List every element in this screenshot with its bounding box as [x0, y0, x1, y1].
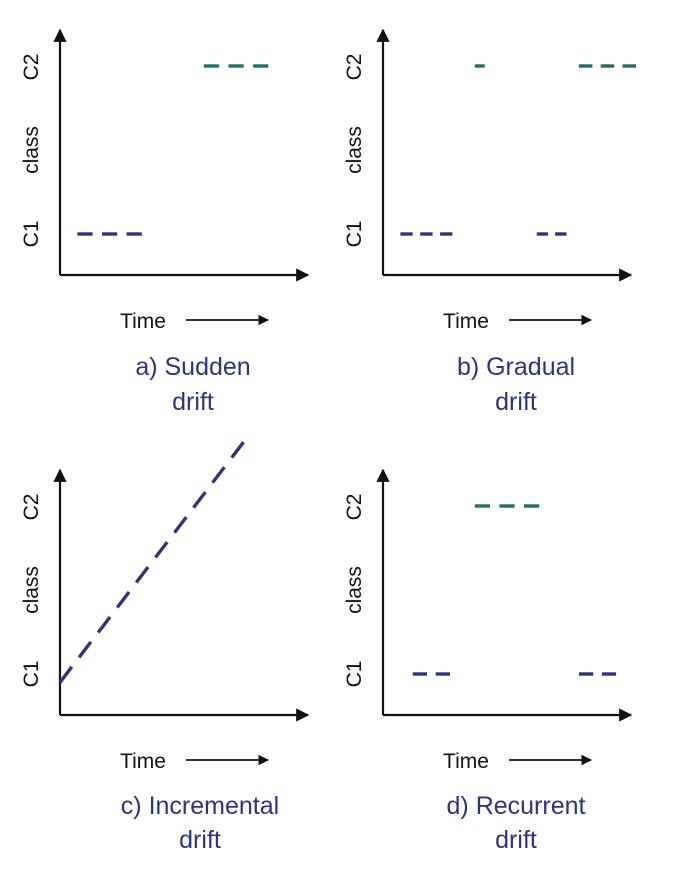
y-axis-label-c1: C1	[20, 221, 43, 248]
panel-recurrent-drift: C2 class C1 Time d) Recurrent drift	[343, 468, 633, 854]
caption-line-2: drift	[495, 388, 537, 416]
y-axis-label-class: class	[343, 126, 366, 174]
caption-line-1: d) Recurrent	[447, 792, 586, 820]
panel-incremental-drift: C2 class C1 Time c) Incremental drift	[20, 441, 310, 854]
y-axis-label-c2: C2	[343, 54, 366, 81]
caption-line-1: c) Incremental	[121, 792, 279, 820]
drift-marks	[58, 441, 245, 684]
c1-dash-segment	[173, 516, 188, 534]
y-axis-label-class: class	[20, 126, 43, 174]
caption-line-1: b) Gradual	[457, 353, 575, 381]
c1-dash-segment	[192, 491, 207, 509]
c1-dash-segment	[115, 590, 131, 609]
caption-line-2: drift	[179, 826, 221, 854]
y-axis-label-c1: C1	[20, 661, 43, 688]
x-axis-label-time: Time	[120, 750, 166, 773]
caption-line-1: a) Sudden	[135, 353, 250, 381]
y-axis-label-c1: C1	[343, 661, 366, 688]
c1-dash-segment	[77, 640, 93, 659]
y-axis-label-c2: C2	[20, 54, 43, 81]
x-axis-label-time: Time	[120, 310, 166, 333]
x-axis-label-time: Time	[443, 310, 489, 333]
y-axis-label-class: class	[20, 566, 43, 614]
c1-dash-segment	[154, 541, 169, 559]
caption-line-2: drift	[172, 388, 214, 416]
drift-marks	[400, 64, 636, 236]
c1-dash-segment	[134, 565, 150, 584]
c1-dash-segment	[58, 665, 74, 684]
y-axis-label-class: class	[343, 566, 366, 614]
y-axis-label-c1: C1	[343, 221, 366, 248]
drift-marks	[77, 64, 269, 236]
x-axis-label-time: Time	[443, 750, 489, 773]
c1-dash-segment	[96, 615, 112, 634]
drift-marks	[412, 504, 617, 676]
panel-gradual-drift: C2 class C1 Time b) Gradual drift	[343, 28, 636, 416]
c1-dash-segment	[211, 466, 226, 484]
y-axis-label-c2: C2	[20, 494, 43, 521]
caption-line-2: drift	[495, 826, 537, 854]
c1-dash-segment	[230, 441, 245, 459]
panel-sudden-drift: C2 class C1 Time a) Sudden drift	[20, 28, 310, 416]
y-axis-label-c2: C2	[343, 494, 366, 521]
